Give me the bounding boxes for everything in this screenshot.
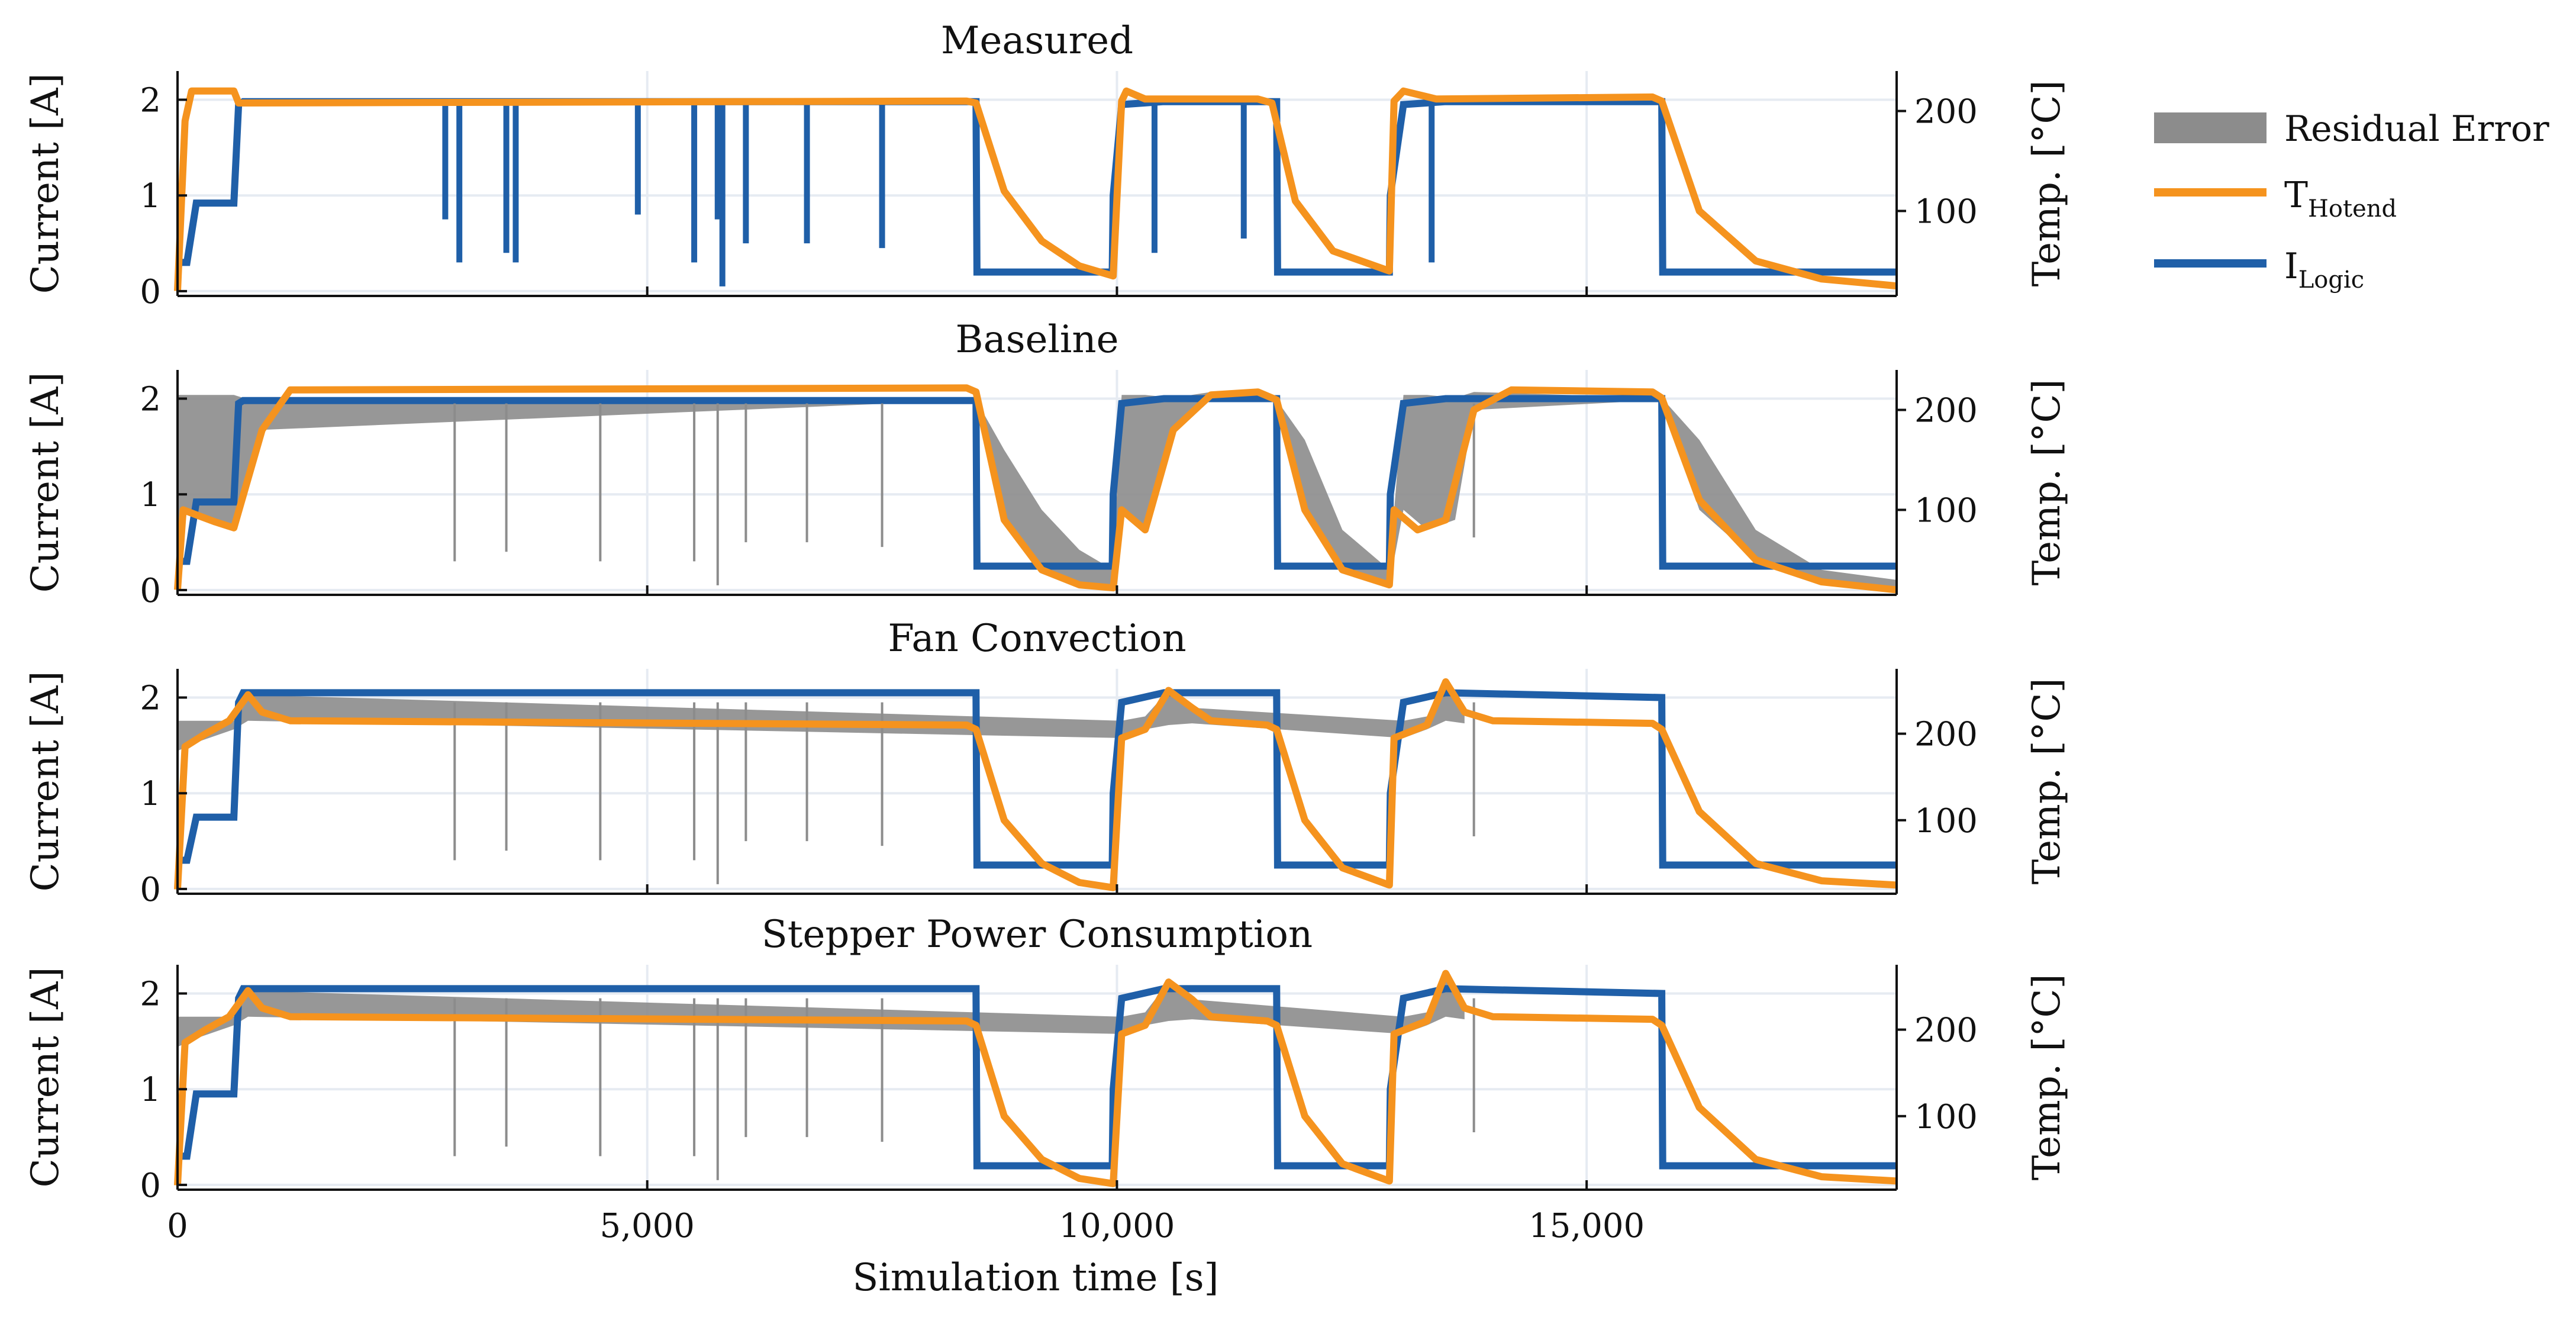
y2-tick-label: 200 [1914,93,1978,131]
y-tick-label: 0 [140,1167,161,1205]
y-axis-label: Current [A] [24,73,67,294]
y2-axis-label: Temp. [°C] [2025,678,2069,885]
panel-title: Stepper Power Consumption [762,913,1313,956]
y-tick-label: 2 [140,381,161,419]
y2-tick-label: 200 [1914,1012,1978,1050]
panel-2: 0 1 2 100 200 Fan Convection Current [A] Temp. … [24,617,2069,909]
residual-error-band [178,681,1465,751]
legend-current-sub: Logic [2298,266,2364,294]
y2-axis-label: Temp. [°C] [2025,80,2069,287]
legend-temperature-sub: Hotend [2308,195,2397,223]
legend-residual-label: Residual Error [2284,108,2549,150]
legend: Residual Error THotend ILogic [2154,108,2549,294]
current-line [178,395,1897,570]
y-tick-label: 2 [140,975,161,1014]
y-tick-label: 0 [140,572,161,610]
x-tick-label: 15,000 [1529,1207,1645,1245]
y-tick-label: 0 [140,273,161,311]
y2-axis-label: Temp. [°C] [2025,974,2069,1181]
legend-temperature-label: THotend [2284,175,2397,223]
y2-tick-label: 100 [1914,192,1978,231]
temperature-line [174,970,1897,1187]
x-tick-label: 10,000 [1059,1207,1175,1245]
y-tick-label: 1 [140,177,161,215]
panel-0: 0 1 2 100 200 Measured Current [A] Temp. [°C] [24,19,2069,311]
residual-error-band [178,973,1465,1047]
y2-tick-label: 100 [1914,491,1978,530]
y2-axis-label: Temp. [°C] [2025,379,2069,586]
panel-title: Baseline [956,318,1119,362]
y-tick-label: 2 [140,82,161,120]
panel-title: Measured [941,19,1133,63]
panel-3: 0 5,000 10,000 15,000 0 1 2 100 200 Stepper Power… [24,913,2069,1245]
x-tick-label: 0 [167,1207,188,1245]
panel-title: Fan Convection [888,617,1186,661]
y-tick-label: 1 [140,476,161,514]
y-axis-label: Current [A] [24,671,67,892]
legend-residual-swatch [2154,112,2267,143]
y-tick-label: 0 [140,871,161,909]
legend-temperature-main: T [2284,175,2308,216]
panel-1: 0 1 2 100 200 Baseline Current [A] Temp. [°C] [24,318,2069,610]
y-axis-label: Current [A] [24,967,67,1188]
y2-tick-label: 200 [1914,392,1978,430]
current-line [178,689,1897,869]
y2-tick-label: 100 [1914,1098,1978,1136]
y-axis-label: Current [A] [24,372,67,593]
x-axis-label: Simulation time [s] [853,1256,1219,1300]
temperature-line [174,87,1897,291]
y-tick-label: 1 [140,1071,161,1109]
current-line [178,985,1897,1170]
x-tick-label: 5,000 [600,1207,695,1245]
y-tick-label: 1 [140,775,161,813]
y2-tick-label: 200 [1914,716,1978,754]
temperature-line [174,678,1897,891]
y2-tick-label: 100 [1914,802,1978,840]
legend-current-main: I [2284,246,2298,287]
temperature-line [174,384,1897,594]
legend-current-label: ILogic [2284,246,2364,294]
current-line [178,98,1897,276]
y-tick-label: 2 [140,679,161,718]
